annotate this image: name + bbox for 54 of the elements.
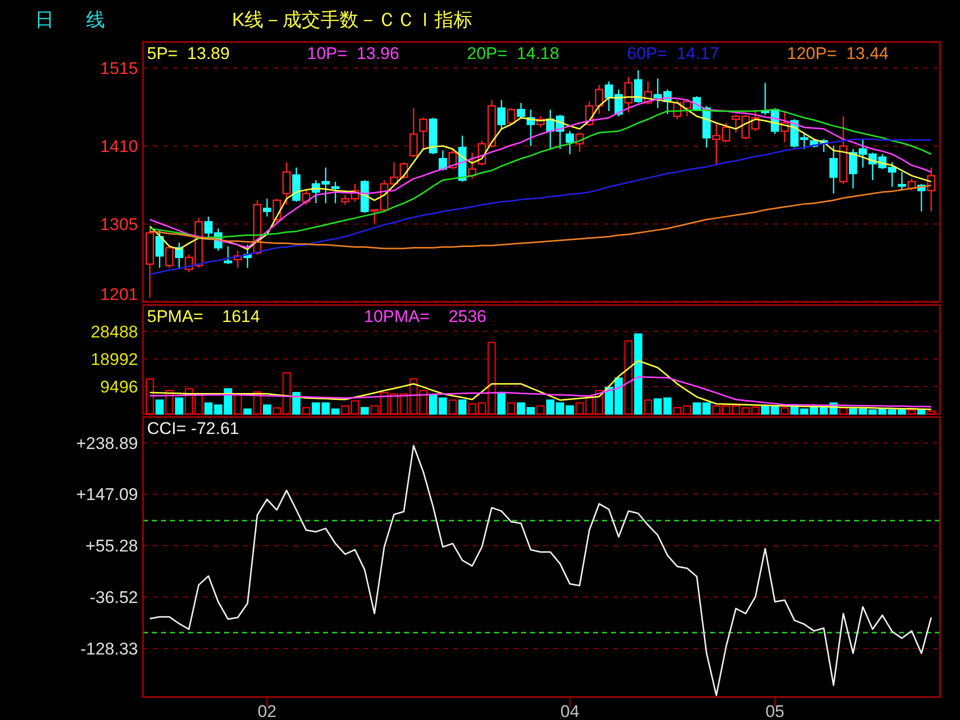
bar [428, 394, 438, 415]
y-tick-label: +238.89 [76, 434, 138, 453]
bar [331, 408, 340, 415]
bar [175, 397, 184, 415]
bar [262, 404, 272, 415]
bar [898, 409, 906, 415]
bar [458, 399, 466, 415]
y-tick-label: 1410 [100, 137, 138, 156]
line-series [149, 360, 932, 410]
bar [360, 407, 369, 415]
bar [634, 333, 642, 415]
bar [839, 407, 848, 415]
text: CCI= -72.61 [147, 419, 240, 438]
y-tick-label: 18992 [90, 350, 138, 369]
x-tick-label: 04 [560, 702, 580, 720]
text: 10PMA= 2536 [364, 307, 486, 326]
y-tick-label: 1305 [100, 215, 138, 234]
bar [497, 392, 506, 415]
text: 5PMA= 1614 [147, 307, 260, 326]
x-tick-label: 05 [765, 702, 784, 720]
y-tick-label: 28488 [90, 322, 138, 342]
chart-subtitle: 日线 [35, 10, 137, 31]
y-tick-label: -36.52 [90, 588, 138, 608]
line-series [149, 444, 932, 696]
bar [780, 407, 789, 415]
bar [927, 410, 936, 415]
chart-title: K线－成交手数－ＣＣＩ指标 [232, 9, 473, 31]
text: 60P= 14.17 [627, 44, 720, 63]
bar [234, 394, 242, 415]
bar [536, 405, 545, 415]
bar [292, 392, 300, 415]
bar [908, 409, 916, 415]
y-tick-label: 1201 [100, 285, 138, 304]
y-tick-label: +55.28 [86, 536, 138, 556]
text: 5P= 13.89 [147, 44, 230, 63]
y-tick-label: 1515 [100, 59, 138, 78]
text: 10P= 13.96 [307, 44, 400, 63]
text: 120P= 13.44 [787, 44, 889, 63]
bar [624, 340, 633, 415]
bar [146, 378, 154, 415]
text: 20P= 14.18 [467, 44, 560, 63]
bar [243, 408, 252, 415]
y-tick-label: 9496 [100, 377, 138, 396]
bar [575, 402, 584, 415]
bar [507, 402, 516, 415]
bar [751, 406, 760, 415]
bar [302, 407, 310, 415]
bar [644, 399, 652, 415]
bar [438, 397, 447, 415]
y-tick-label: -128.33 [80, 639, 138, 658]
bar [156, 399, 164, 415]
bar [448, 399, 457, 415]
y-tick-label: +147.09 [76, 485, 138, 504]
x-tick-label: 02 [258, 702, 277, 720]
